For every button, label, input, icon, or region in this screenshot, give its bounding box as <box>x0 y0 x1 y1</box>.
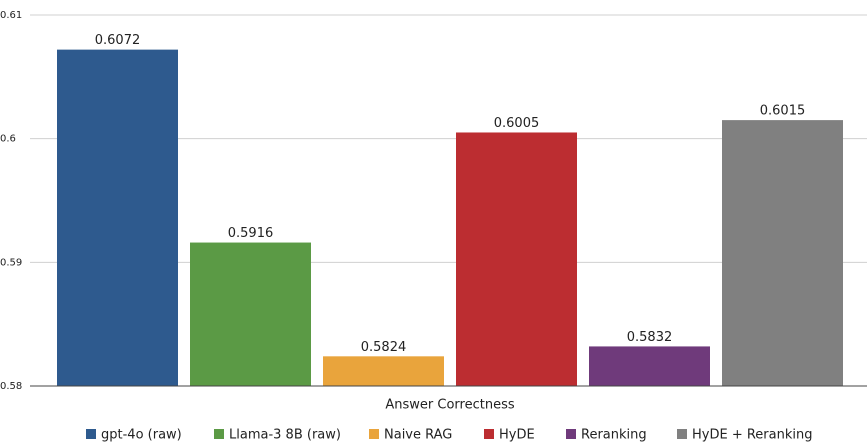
legend-label: Reranking <box>581 428 647 443</box>
legend-label: gpt-4o (raw) <box>101 428 182 443</box>
value-label: 0.5824 <box>361 340 407 355</box>
y-tick-label: 0.61 <box>0 10 22 21</box>
bar <box>57 49 178 386</box>
legend-label: HyDE <box>499 428 535 443</box>
legend-label: HyDE + Reranking <box>692 428 812 443</box>
y-tick-label: 0.59 <box>0 257 22 268</box>
legend-swatch <box>677 429 687 439</box>
bar <box>722 120 843 386</box>
value-label: 0.6015 <box>760 104 806 119</box>
x-axis-label: Answer Correctness <box>385 398 514 413</box>
legend-swatch <box>566 429 576 439</box>
legend-swatch <box>214 429 224 439</box>
legend-swatch <box>369 429 379 439</box>
legend-swatch <box>484 429 494 439</box>
bar <box>589 346 710 386</box>
legend-swatch <box>86 429 96 439</box>
bar <box>323 356 444 386</box>
value-label: 0.5832 <box>627 330 673 345</box>
value-label: 0.5916 <box>228 226 274 241</box>
y-tick-label: 0.58 <box>0 381 22 392</box>
bar <box>190 242 311 386</box>
y-tick-label: 0.6 <box>0 134 16 145</box>
bar <box>456 132 577 386</box>
legend-label: Naive RAG <box>384 428 452 443</box>
legend-label: Llama-3 8B (raw) <box>229 428 341 443</box>
value-label: 0.6072 <box>95 33 141 48</box>
value-label: 0.6005 <box>494 116 540 131</box>
